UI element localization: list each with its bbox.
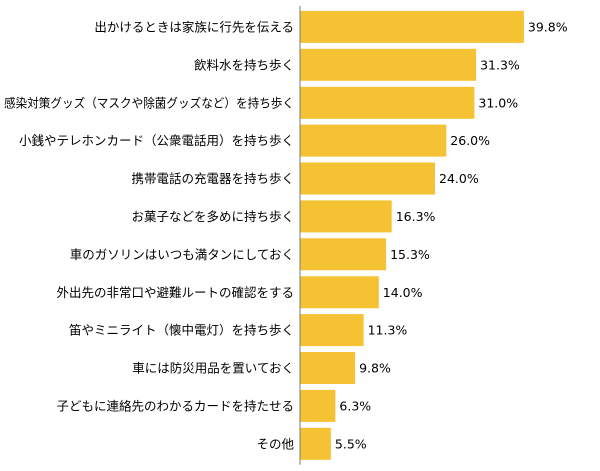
bar-4 (300, 162, 435, 195)
value-label-6: 15.3% (390, 247, 430, 262)
bar-9 (300, 352, 356, 384)
bar-11 (300, 427, 331, 460)
category-label-0: 出かけるときは家族に行先を伝える (94, 19, 294, 34)
category-label-7: 外出先の非常口や避難ルートの確認をする (56, 285, 294, 300)
bar-8 (300, 314, 364, 347)
category-label-6: 車のガソリンはいつも満タンにしておく (70, 247, 294, 262)
value-label-2: 31.0% (478, 95, 518, 110)
bars-group (300, 10, 524, 460)
value-label-0: 39.8% (528, 19, 568, 34)
value-label-11: 5.5% (335, 436, 367, 451)
category-label-3: 小銭やテレホンカード（公衆電話用）を持ち歩く (19, 133, 294, 148)
category-label-2: 感染対策グッズ（マスクや除菌グッズなど）を持ち歩く (4, 95, 294, 110)
bar-3 (300, 124, 447, 157)
value-labels-group: 39.8% 31.3% 31.0% 26.0% 24.0% 16.3% 15.3% 14.0%… (335, 19, 568, 451)
value-label-7: 14.0% (383, 285, 423, 300)
bar-5 (300, 200, 392, 233)
category-label-4: 携帯電話の充電器を持ち歩く (131, 171, 294, 186)
bar-7 (300, 276, 379, 309)
value-label-3: 26.0% (450, 133, 490, 148)
bar-10 (300, 389, 336, 422)
bar-0 (300, 10, 524, 43)
value-label-10: 6.3% (339, 398, 371, 413)
bar-1 (300, 48, 477, 81)
bar-2 (300, 86, 475, 119)
category-label-9: 車には防災用品を置いておく (132, 361, 294, 376)
value-label-4: 24.0% (439, 171, 479, 186)
category-label-1: 飲料水を持ち歩く (194, 57, 294, 72)
value-label-5: 16.3% (396, 209, 436, 224)
category-label-5: お菓子などを多めに持ち歩く (131, 209, 294, 224)
bar-6 (300, 238, 387, 271)
category-label-10: 子どもに連絡先のわかるカードを持たせる (56, 398, 294, 413)
category-label-8: 笛やミニライト（懐中電灯）を持ち歩く (69, 323, 294, 338)
category-label-11: その他 (256, 436, 294, 451)
value-label-9: 9.8% (359, 361, 391, 376)
value-label-8: 11.3% (368, 323, 408, 338)
value-label-1: 31.3% (480, 57, 520, 72)
category-labels-group: 出かけるときは家族に行先を伝える飲料水を持ち歩く感染対策グッズ（マスクや除菌グッ… (4, 19, 294, 451)
